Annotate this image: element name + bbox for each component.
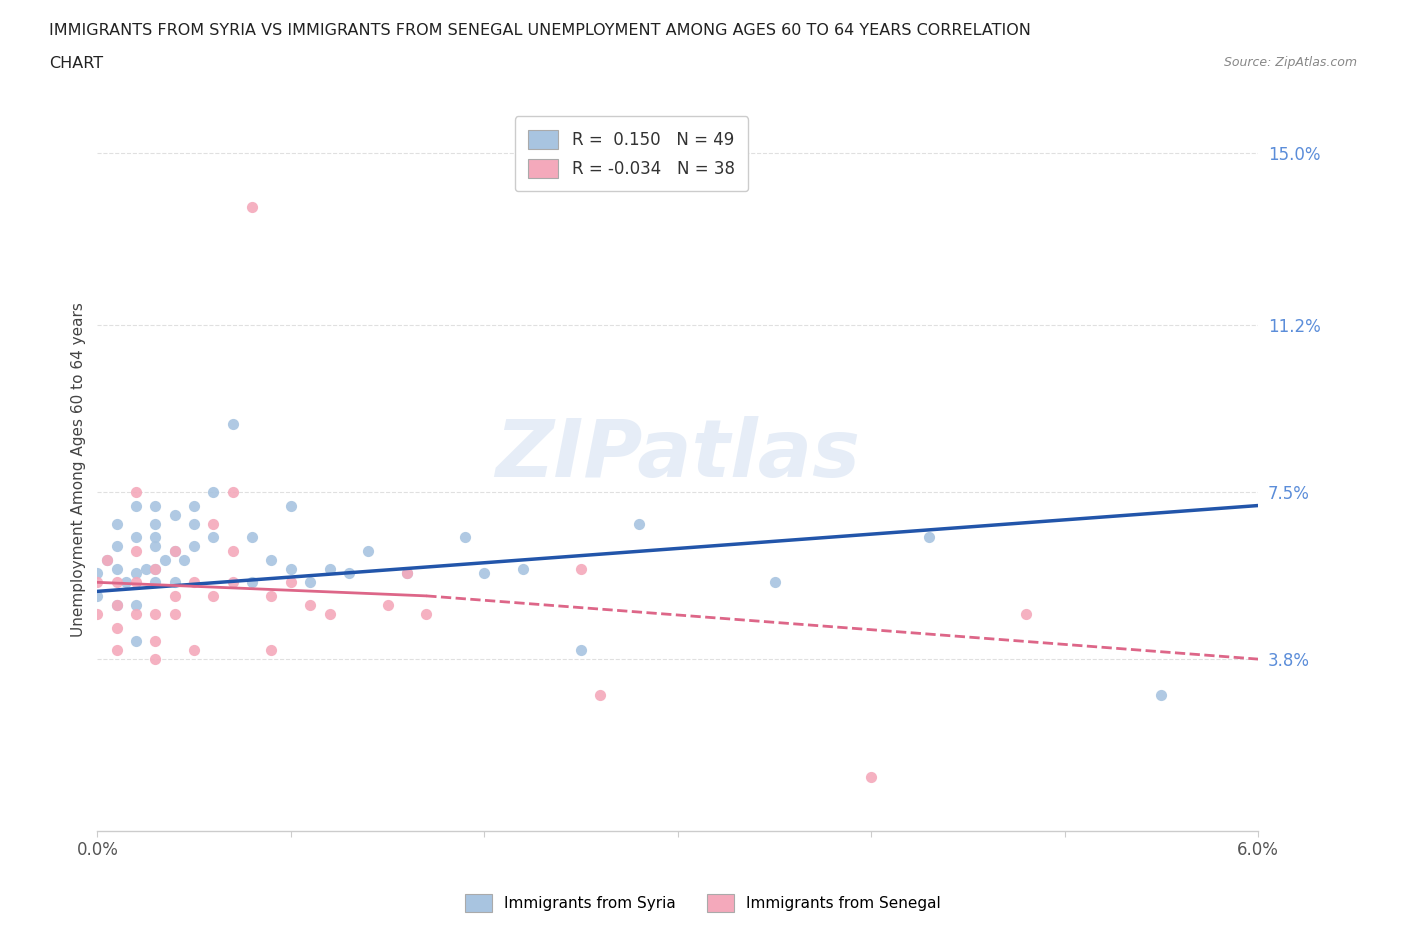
Point [472, 565, 495, 580]
Point [377, 597, 399, 612]
Point [260, 643, 283, 658]
Point [86, 565, 108, 580]
Point [105, 597, 128, 612]
Point [202, 589, 225, 604]
Point [145, 530, 167, 545]
Point [357, 543, 380, 558]
Point [183, 498, 205, 513]
Point [569, 562, 592, 577]
Point [318, 562, 340, 577]
Point [299, 575, 322, 590]
Point [280, 498, 302, 513]
Point [202, 485, 225, 499]
Y-axis label: Unemployment Among Ages 60 to 64 years: Unemployment Among Ages 60 to 64 years [72, 302, 86, 637]
Point [173, 552, 195, 567]
Point [86, 606, 108, 621]
Point [125, 633, 148, 648]
Point [280, 562, 302, 577]
Point [918, 530, 941, 545]
Point [125, 543, 148, 558]
Text: Source: ZipAtlas.com: Source: ZipAtlas.com [1223, 56, 1357, 69]
Point [96, 552, 118, 567]
Legend: R =  0.150   N = 49, R = -0.034   N = 38: R = 0.150 N = 49, R = -0.034 N = 38 [515, 116, 748, 192]
Text: CHART: CHART [49, 56, 103, 71]
Point [163, 543, 186, 558]
Point [145, 606, 167, 621]
Point [105, 575, 128, 590]
Point [125, 498, 148, 513]
Point [860, 769, 883, 784]
Point [240, 575, 263, 590]
Point [105, 562, 128, 577]
Point [105, 516, 128, 531]
Point [260, 552, 283, 567]
Point [115, 575, 138, 590]
Point [145, 562, 167, 577]
Point [163, 507, 186, 522]
Text: ZIPatlas: ZIPatlas [495, 416, 860, 494]
Point [280, 575, 302, 590]
Legend: Immigrants from Syria, Immigrants from Senegal: Immigrants from Syria, Immigrants from S… [458, 888, 948, 918]
Point [628, 516, 651, 531]
Point [202, 530, 225, 545]
Point [125, 530, 148, 545]
Point [395, 565, 418, 580]
Point [454, 530, 477, 545]
Point [299, 597, 322, 612]
Point [163, 543, 186, 558]
Point [125, 597, 148, 612]
Point [240, 530, 263, 545]
Point [145, 575, 167, 590]
Point [395, 565, 418, 580]
Point [569, 643, 592, 658]
Point [260, 589, 283, 604]
Point [145, 652, 167, 667]
Point [240, 200, 263, 215]
Point [86, 575, 108, 590]
Point [183, 538, 205, 553]
Point [337, 565, 360, 580]
Point [183, 575, 205, 590]
Point [125, 575, 148, 590]
Point [86, 589, 108, 604]
Text: IMMIGRANTS FROM SYRIA VS IMMIGRANTS FROM SENEGAL UNEMPLOYMENT AMONG AGES 60 TO 6: IMMIGRANTS FROM SYRIA VS IMMIGRANTS FROM… [49, 23, 1031, 38]
Point [153, 552, 176, 567]
Point [105, 538, 128, 553]
Point [222, 417, 245, 432]
Point [512, 562, 534, 577]
Point [183, 516, 205, 531]
Point [145, 538, 167, 553]
Point [415, 606, 437, 621]
Point [222, 543, 245, 558]
Point [125, 606, 148, 621]
Point [105, 620, 128, 635]
Point [105, 597, 128, 612]
Point [135, 562, 157, 577]
Point [145, 562, 167, 577]
Point [145, 498, 167, 513]
Point [763, 575, 786, 590]
Point [125, 485, 148, 499]
Point [105, 643, 128, 658]
Point [202, 516, 225, 531]
Point [163, 589, 186, 604]
Point [1015, 606, 1038, 621]
Point [222, 575, 245, 590]
Point [125, 565, 148, 580]
Point [183, 643, 205, 658]
Point [589, 688, 612, 703]
Point [222, 485, 245, 499]
Point [1150, 688, 1173, 703]
Point [163, 575, 186, 590]
Point [163, 606, 186, 621]
Point [318, 606, 340, 621]
Point [145, 516, 167, 531]
Point [145, 633, 167, 648]
Point [96, 552, 118, 567]
